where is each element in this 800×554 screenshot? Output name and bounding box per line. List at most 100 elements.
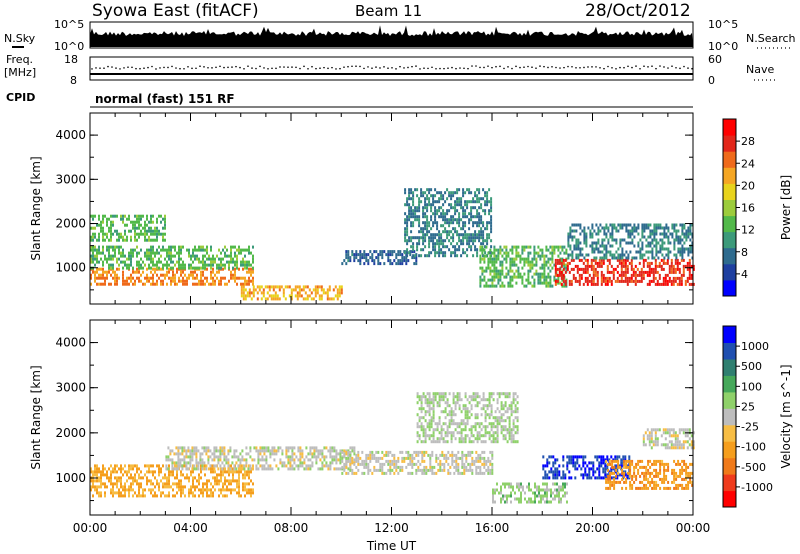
data-cell [181, 467, 184, 471]
data-cell [446, 188, 449, 192]
data-cell [399, 250, 402, 254]
data-cell [210, 248, 212, 252]
nave-dot [495, 65, 497, 68]
data-cell [277, 467, 280, 471]
data-cell [215, 449, 218, 453]
data-cell [192, 276, 194, 280]
data-cell [563, 284, 566, 288]
data-cell [670, 270, 673, 274]
data-cell [329, 461, 332, 465]
data-cell [563, 281, 566, 285]
data-cell [142, 282, 144, 286]
data-cell [488, 236, 491, 240]
data-cell [269, 464, 272, 468]
data-cell [391, 459, 394, 463]
data-cell [264, 297, 267, 301]
data-cell [667, 247, 670, 251]
data-cell [409, 471, 412, 475]
data-cell [602, 276, 605, 280]
data-cell [626, 258, 629, 262]
data-cell [474, 437, 477, 441]
data-cell [307, 464, 310, 468]
data-cell [551, 260, 554, 264]
data-cell [458, 395, 461, 399]
data-cell [210, 276, 212, 280]
data-cell [138, 494, 140, 498]
data-cell [448, 425, 451, 429]
data-cell [683, 247, 686, 251]
data-cell [653, 229, 656, 233]
data-cell [454, 245, 457, 249]
data-cell [545, 278, 548, 282]
data-cell [416, 245, 419, 249]
data-cell [393, 471, 396, 475]
data-cell [108, 263, 110, 267]
data-cell [214, 482, 216, 486]
data-cell [669, 250, 672, 254]
data-cell [590, 264, 593, 268]
data-cell [184, 263, 186, 267]
data-cell [309, 449, 312, 453]
data-cell [434, 440, 437, 444]
data-cell [558, 267, 561, 271]
data-cell [446, 398, 449, 402]
data-cell [484, 191, 487, 195]
data-cell [420, 236, 423, 240]
data-cell [365, 453, 368, 457]
data-cell [271, 449, 274, 453]
data-cell [359, 256, 362, 260]
data-cell [618, 258, 621, 262]
data-cell [244, 294, 247, 298]
data-cell [546, 494, 548, 498]
data-cell [422, 242, 425, 246]
data-cell [369, 468, 372, 472]
data-cell [168, 482, 170, 486]
data-cell [487, 471, 490, 475]
data-cell [539, 272, 542, 276]
data-cell [546, 488, 548, 492]
data-cell [278, 285, 281, 289]
data-cell [456, 431, 459, 435]
data-cell [108, 251, 110, 255]
data-cell [423, 453, 426, 457]
data-cell [638, 273, 641, 277]
data-cell [517, 251, 520, 255]
data-cell [257, 449, 260, 453]
data-cell [440, 224, 443, 228]
data-cell [543, 254, 546, 258]
data-region [90, 214, 166, 242]
data-cell [349, 456, 352, 460]
data-cell [450, 431, 453, 435]
data-cell [108, 257, 110, 261]
data-cell [432, 197, 435, 201]
data-cell [454, 218, 457, 222]
data-cell [625, 229, 628, 233]
data-cell [347, 256, 350, 260]
data-cell [316, 291, 319, 295]
data-cell [489, 260, 492, 264]
data-cell [321, 449, 324, 453]
data-cell [238, 491, 240, 495]
data-cell [213, 455, 216, 459]
data-cell [441, 468, 444, 472]
data-cell [240, 288, 243, 292]
data-cell [633, 244, 636, 248]
data-cell [112, 276, 114, 280]
data-cell [242, 248, 244, 252]
data-cell [554, 497, 556, 501]
data-cell [510, 482, 512, 486]
data-cell [138, 270, 140, 274]
data-cell [444, 218, 447, 222]
data-cell [430, 188, 433, 192]
data-cell [438, 209, 441, 213]
data-cell [391, 468, 394, 472]
data-cell [391, 262, 394, 266]
data-cell [424, 239, 427, 243]
data-cell [687, 229, 690, 233]
data-cell [436, 392, 439, 396]
data-cell [454, 437, 457, 441]
data-cell [455, 459, 458, 463]
data-cell [426, 398, 429, 402]
data-cell [420, 428, 423, 432]
data-cell [216, 263, 218, 267]
